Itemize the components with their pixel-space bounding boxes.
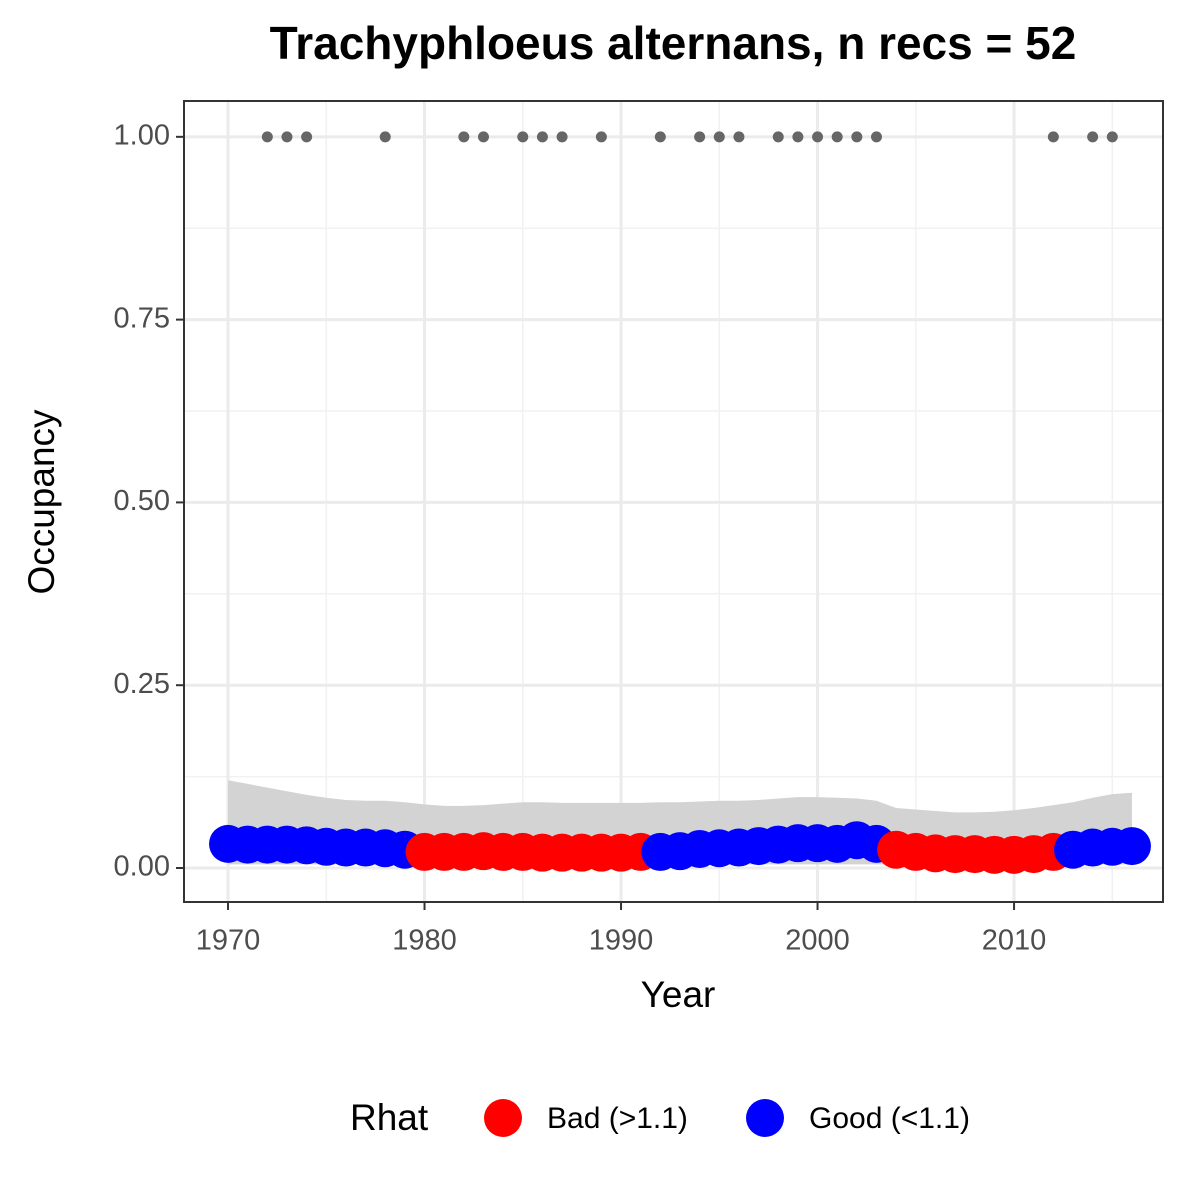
legend-swatch — [746, 1099, 784, 1137]
y-tick-label: 0.00 — [114, 851, 170, 883]
y-axis-label: Occupancy — [21, 409, 62, 595]
chart-title: Trachyphloeus alternans, n recs = 52 — [270, 17, 1077, 69]
x-tick-label: 2000 — [785, 925, 850, 957]
record-point — [792, 131, 804, 143]
x-tick-label: 1990 — [589, 925, 654, 957]
x-axis-label: Year — [641, 974, 716, 1015]
record-point — [281, 131, 293, 143]
record-point — [458, 131, 470, 143]
record-point — [812, 131, 824, 143]
record-point — [713, 131, 725, 143]
y-tick-label: 1.00 — [114, 119, 170, 151]
record-point — [654, 131, 666, 143]
record-point — [379, 131, 391, 143]
record-point — [261, 131, 273, 143]
legend-swatch — [484, 1099, 522, 1137]
x-tick-label: 1970 — [196, 925, 261, 957]
record-point — [477, 131, 489, 143]
record-point — [772, 131, 784, 143]
x-tick-label: 2010 — [982, 925, 1047, 957]
record-point — [870, 131, 882, 143]
y-tick-label: 0.75 — [114, 302, 170, 334]
record-point — [536, 131, 548, 143]
panel-border — [183, 100, 1164, 903]
record-point — [517, 131, 529, 143]
record-point — [1047, 131, 1059, 143]
record-point — [733, 131, 745, 143]
occupancy-point — [1112, 827, 1151, 866]
legend-title: Rhat — [350, 1097, 429, 1138]
y-tick-label: 0.50 — [114, 485, 170, 517]
record-point — [1087, 131, 1099, 143]
record-point — [694, 131, 706, 143]
legend-label: Good (<1.1) — [809, 1102, 970, 1135]
record-point — [556, 131, 568, 143]
record-point — [851, 131, 863, 143]
record-point — [301, 131, 313, 143]
y-tick-label: 0.25 — [114, 668, 170, 700]
record-point — [1106, 131, 1118, 143]
record-point — [831, 131, 843, 143]
legend-label: Bad (>1.1) — [547, 1102, 688, 1135]
record-point — [595, 131, 607, 143]
x-tick-label: 1980 — [392, 925, 457, 957]
